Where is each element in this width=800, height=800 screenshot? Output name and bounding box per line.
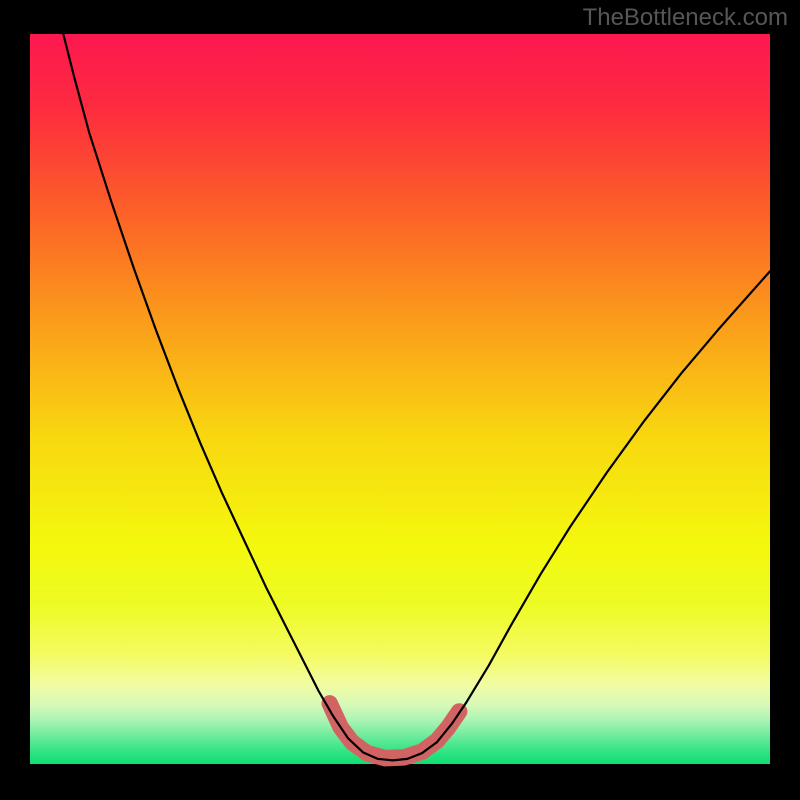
plot-background (30, 34, 770, 764)
bottleneck-chart (0, 0, 800, 800)
watermark-text: TheBottleneck.com (583, 4, 788, 32)
